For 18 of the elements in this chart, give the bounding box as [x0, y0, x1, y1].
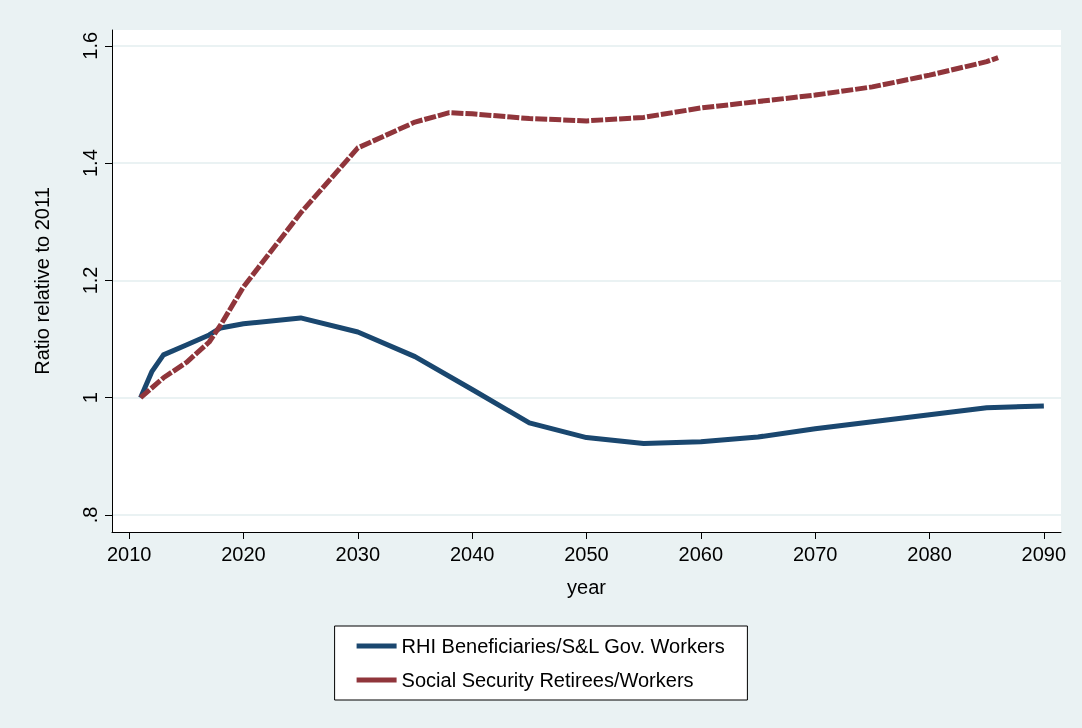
x-tick-label: 2080	[907, 543, 952, 565]
legend-label: Social Security Retirees/Workers	[401, 669, 694, 691]
x-tick-label: 2020	[221, 543, 266, 565]
x-tick-label: 2060	[678, 543, 724, 565]
x-tick-label: 2070	[792, 543, 838, 565]
y-tick-label: 1.2	[79, 266, 101, 295]
y-axis-title: Ratio relative to 2011	[31, 187, 53, 375]
y-tick-label: 1.4	[79, 149, 101, 178]
x-tick-label: 2010	[106, 543, 152, 565]
legend-label: RHI Beneficiaries/S&L Gov. Workers	[401, 635, 725, 657]
x-tick-label: 2040	[449, 543, 495, 565]
y-tick-label: 1	[79, 392, 101, 404]
x-tick-label: 2050	[564, 543, 609, 565]
y-tick-label: .8	[79, 506, 101, 524]
x-tick-label: 2030	[335, 543, 381, 565]
x-tick-label: 2090	[1021, 543, 1067, 565]
x-axis-title: year	[567, 576, 607, 598]
y-tick-label: 1.6	[79, 31, 101, 60]
